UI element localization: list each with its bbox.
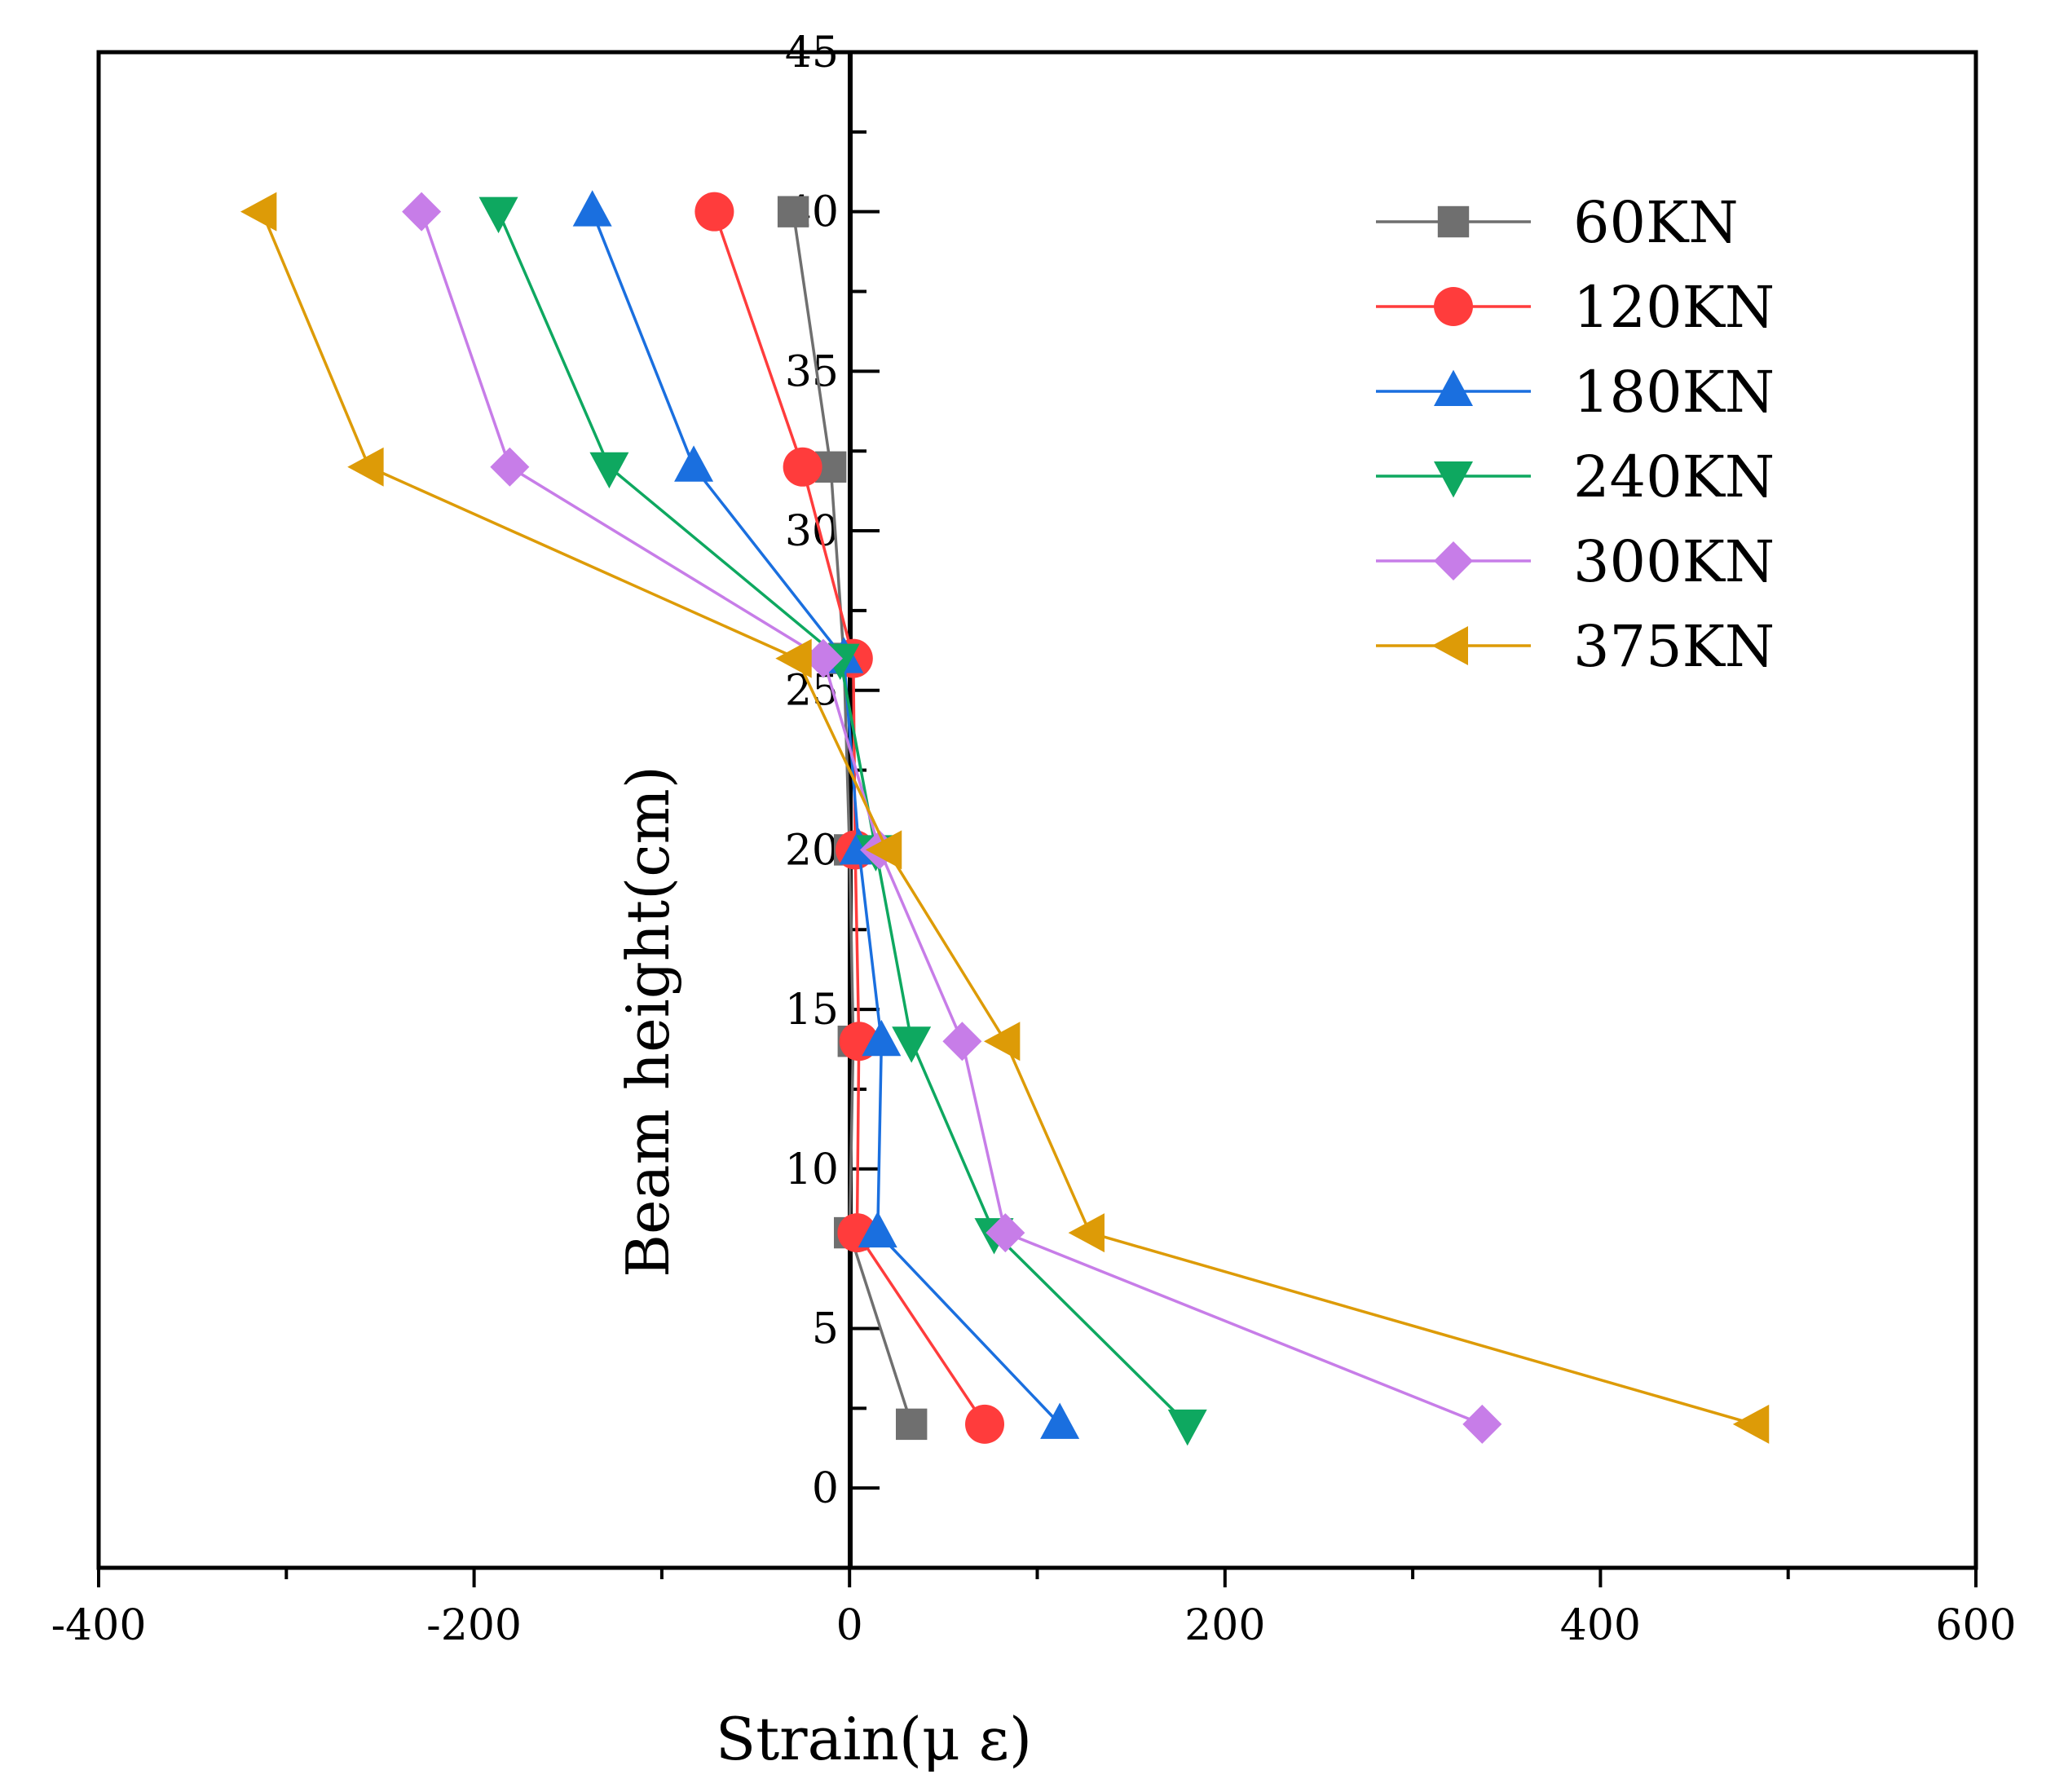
y-tick-label: 15	[785, 986, 839, 1035]
data-point-180kn	[862, 1019, 902, 1057]
x-tick-label: 200	[1184, 1601, 1265, 1650]
data-point-180kn	[1040, 1402, 1080, 1439]
x-axis-title: Strain(μ ε)	[716, 1705, 1032, 1773]
legend-marker	[1434, 369, 1473, 406]
y-tick-label: 5	[812, 1304, 839, 1353]
legend-marker	[1434, 287, 1473, 326]
legend-marker	[1437, 205, 1470, 238]
legend-item-240kn: 240KN	[1376, 444, 1775, 510]
data-point-240kn	[589, 452, 629, 489]
data-point-300kn	[942, 1022, 982, 1062]
legend-marker	[1434, 541, 1473, 580]
data-point-375kn	[983, 1022, 1021, 1062]
legend-marker	[1431, 626, 1468, 665]
data-point-375kn	[347, 447, 384, 487]
legend-item-120kn: 120KN	[1376, 274, 1775, 341]
y-tick-label: 35	[785, 347, 839, 396]
x-tick-label: 600	[1935, 1601, 2016, 1650]
data-point-180kn	[572, 190, 612, 227]
x-axis-ticks: -400 -200 0 200 400 600	[51, 1568, 2017, 1650]
legend-label: 300KN	[1573, 528, 1775, 595]
data-point-60kn	[895, 1408, 928, 1441]
y-tick-label: 45	[785, 29, 839, 77]
y-tick-label: 30	[785, 507, 839, 556]
data-point-300kn	[986, 1213, 1025, 1253]
series-line-300kn	[420, 211, 1483, 1426]
data-point-375kn	[1068, 1213, 1105, 1253]
data-point-120kn	[965, 1404, 1005, 1444]
y-tick-label: 10	[785, 1145, 839, 1194]
series-300kn	[402, 192, 1502, 1444]
series-group	[240, 190, 1770, 1446]
x-tick-label: 0	[836, 1601, 863, 1650]
y-tick-label: 20	[785, 826, 839, 875]
legend: 60KN 120KN 180KN 240KN 300KN 375KN	[1376, 189, 1775, 680]
legend-label: 180KN	[1573, 359, 1775, 426]
data-point-375kn	[865, 830, 902, 870]
legend-label: 375KN	[1573, 613, 1775, 680]
legend-item-180kn: 180KN	[1376, 359, 1775, 426]
data-point-180kn	[858, 1211, 897, 1248]
legend-label: 120KN	[1573, 274, 1775, 341]
data-point-240kn	[1167, 1409, 1207, 1446]
legend-item-375kn: 375KN	[1376, 613, 1775, 680]
x-tick-label: 400	[1560, 1601, 1641, 1650]
legend-label: 240KN	[1573, 444, 1775, 510]
x-tick-label: -400	[51, 1601, 147, 1650]
data-point-240kn	[892, 1026, 932, 1063]
data-point-120kn	[783, 447, 822, 487]
data-point-60kn	[777, 196, 809, 227]
legend-item-300kn: 300KN	[1376, 528, 1775, 595]
data-point-375kn	[775, 638, 812, 678]
data-point-180kn	[674, 445, 714, 482]
x-tick-label: -200	[426, 1601, 522, 1650]
data-point-375kn	[1732, 1404, 1770, 1444]
y-axis-title: Beam height(cm)	[614, 766, 682, 1278]
series-240kn	[478, 196, 1207, 1446]
data-point-300kn	[490, 447, 530, 487]
legend-marker	[1434, 461, 1473, 498]
data-point-300kn	[1462, 1404, 1502, 1444]
data-point-120kn	[694, 192, 734, 232]
y-tick-label: 0	[812, 1464, 839, 1513]
data-point-240kn	[478, 196, 518, 234]
legend-label: 60KN	[1573, 189, 1739, 256]
data-point-300kn	[803, 638, 843, 678]
data-point-300kn	[402, 192, 442, 232]
data-point-375kn	[240, 192, 277, 232]
series-375kn	[240, 192, 1770, 1444]
legend-item-60kn: 60KN	[1376, 189, 1739, 256]
